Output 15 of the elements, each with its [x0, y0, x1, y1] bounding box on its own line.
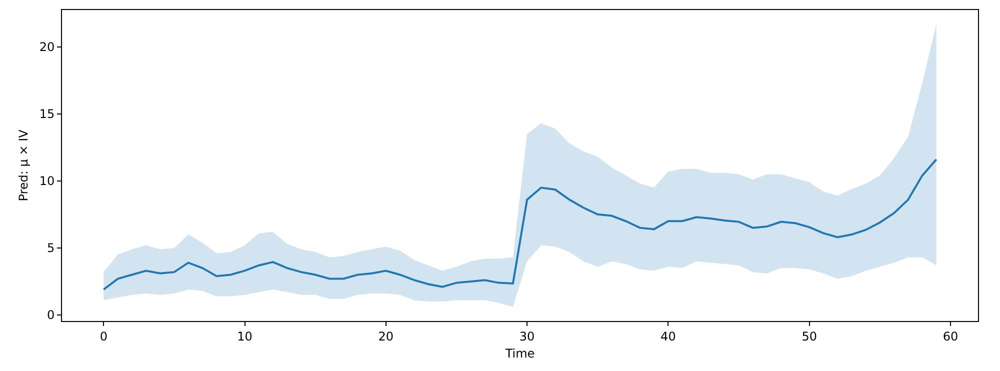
x-tick-label: 60 [942, 329, 958, 344]
x-axis-title: Time [504, 346, 535, 360]
y-tick-label: 5 [46, 241, 55, 256]
x-tick-label: 30 [519, 329, 535, 344]
x-tick-label: 10 [237, 329, 252, 344]
y-axis-title: Pred: µ × IV [16, 128, 31, 202]
y-tick-label: 15 [39, 107, 55, 122]
y-tick-label: 10 [39, 174, 55, 188]
x-tick-label: 0 [100, 329, 108, 344]
y-tick-label: 0 [46, 308, 55, 322]
x-tick-label: 20 [378, 329, 394, 344]
y-tick-label: 20 [39, 40, 55, 54]
x-tick-label: 40 [660, 329, 676, 344]
line-series [102, 158, 938, 290]
x-tick-label: 50 [802, 329, 817, 344]
